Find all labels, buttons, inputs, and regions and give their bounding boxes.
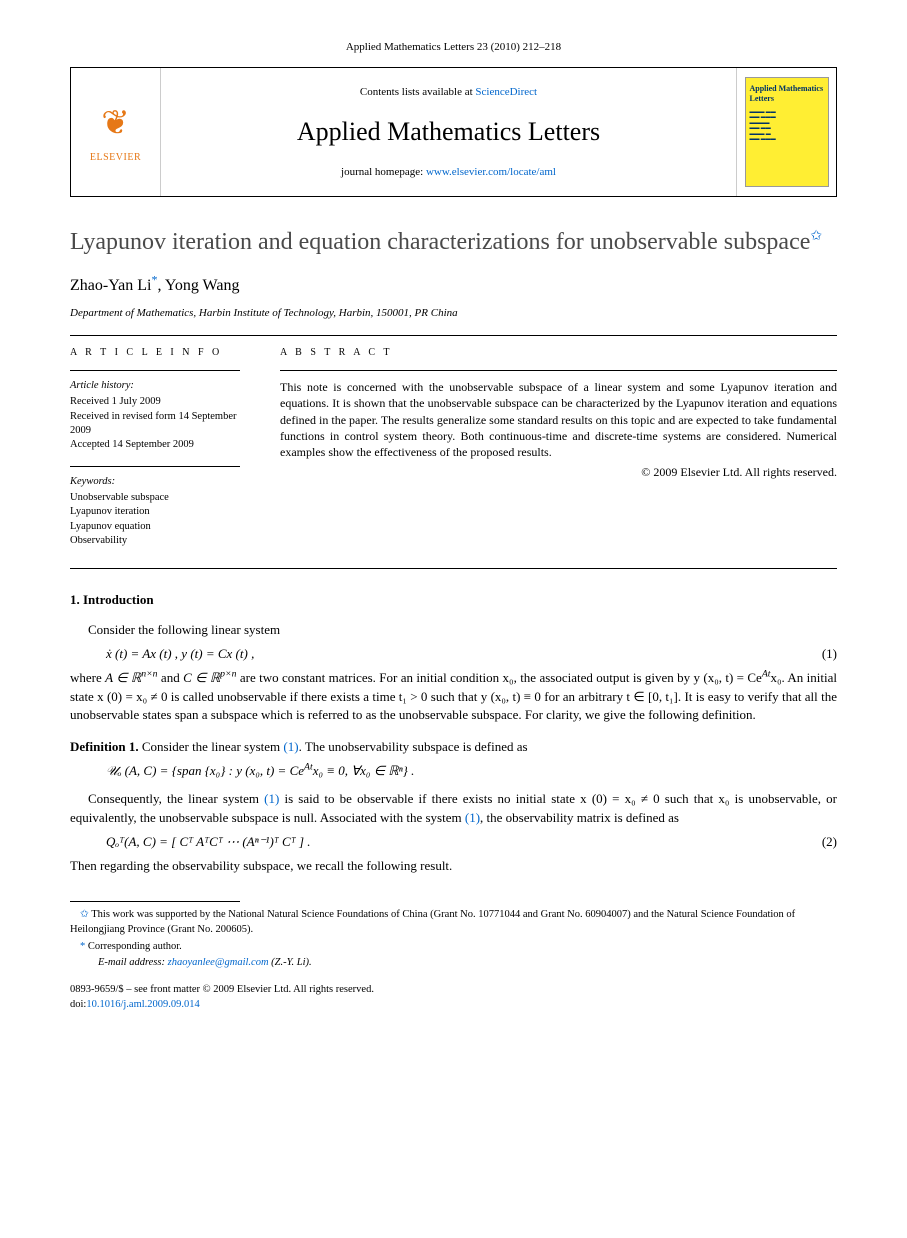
def1-eq: 𝒰ₒ (A, C) = {span {x₀} : y (x₀, t) = CeA… xyxy=(70,762,837,780)
section-1-heading: 1. Introduction xyxy=(70,591,837,609)
homepage-line: journal homepage: www.elsevier.com/locat… xyxy=(341,165,556,180)
banner-right: Applied Mathematics Letters ▬▬▬ ▬▬▬▬ ▬▬▬… xyxy=(736,68,836,196)
article-info-column: A R T I C L E I N F O Article history: R… xyxy=(70,336,280,562)
p2e: are two constant matrices. For an initia… xyxy=(236,670,761,685)
equation-1-number: (1) xyxy=(797,645,837,663)
def1-text2: . The unobservability subspace is define… xyxy=(299,739,528,754)
p3a: Consequently, the linear system xyxy=(88,791,264,806)
doi-prefix: doi: xyxy=(70,999,86,1010)
header-citation: Applied Mathematics Letters 23 (2010) 21… xyxy=(70,40,837,55)
keywords-label: Keywords: xyxy=(70,475,256,489)
doi-link[interactable]: 10.1016/j.aml.2009.09.014 xyxy=(86,999,199,1010)
email-link[interactable]: zhaoyanlee@gmail.com xyxy=(168,957,269,968)
p2b: A ∈ ℝ xyxy=(105,670,141,685)
p3-ref1[interactable]: (1) xyxy=(264,791,279,806)
p2c: and xyxy=(158,670,184,685)
abstract-rule xyxy=(280,370,837,371)
issn-line: 0893-9659/$ – see front matter © 2009 El… xyxy=(70,983,837,998)
intro-p1: Consider the following linear system xyxy=(70,621,837,639)
history-label: Article history: xyxy=(70,379,256,393)
info-abstract-row: A R T I C L E I N F O Article history: R… xyxy=(70,336,837,562)
footnote-funding: ✩ This work was supported by the Nationa… xyxy=(70,908,837,937)
info-rule-1 xyxy=(70,370,240,371)
article-title: Lyapunov iteration and equation characte… xyxy=(70,227,837,257)
body-text: Consider the following linear system ẋ (… xyxy=(70,621,837,875)
rule-bottom xyxy=(70,568,837,569)
title-footnote-symbol[interactable]: ✩ xyxy=(810,229,822,244)
article-history: Article history: Received 1 July 2009 Re… xyxy=(70,379,256,452)
banner-center: Contents lists available at ScienceDirec… xyxy=(161,68,736,196)
def1-text: Consider the linear system xyxy=(139,739,284,754)
abstract-text: This note is concerned with the unobserv… xyxy=(280,379,837,460)
keyword: Lyapunov iteration xyxy=(70,505,256,519)
p3c: , the observability matrix is defined as xyxy=(480,810,679,825)
p2d: C ∈ ℝ xyxy=(183,670,220,685)
journal-cover-thumbnail[interactable]: Applied Mathematics Letters ▬▬▬ ▬▬▬▬ ▬▬▬… xyxy=(745,77,829,187)
abstract-column: A B S T R A C T This note is concerned w… xyxy=(280,336,837,562)
publisher-name: ELSEVIER xyxy=(90,151,141,165)
def1-ref[interactable]: (1) xyxy=(283,739,298,754)
contents-prefix: Contents lists available at xyxy=(360,86,475,98)
footnote-email: E-mail address: zhaoyanlee@gmail.com (Z.… xyxy=(70,956,837,971)
homepage-prefix: journal homepage: xyxy=(341,166,426,178)
intro-p2: where A ∈ ℝn×n and C ∈ ℝp×n are two cons… xyxy=(70,669,837,724)
keyword: Lyapunov equation xyxy=(70,520,256,534)
equation-1-row: ẋ (t) = Ax (t) , y (t) = Cx (t) , (1) xyxy=(70,645,837,663)
history-item: Received in revised form 14 September 20… xyxy=(70,410,256,438)
p2a: where xyxy=(70,670,105,685)
history-item: Accepted 14 September 2009 xyxy=(70,438,256,452)
cover-title: Applied Mathematics Letters xyxy=(750,84,824,103)
homepage-link[interactable]: www.elsevier.com/locate/aml xyxy=(426,166,556,178)
author-rest: , Yong Wang xyxy=(157,277,239,294)
corr-text: Corresponding author. xyxy=(85,941,182,952)
keyword: Unobservable subspace xyxy=(70,491,256,505)
keyword: Observability xyxy=(70,534,256,548)
abstract-copyright: © 2009 Elsevier Ltd. All rights reserved… xyxy=(280,464,837,481)
equation-2: Qₒᵀ(A, C) = [ Cᵀ AᵀCᵀ ⋯ (Aⁿ⁻¹)ᵀ Cᵀ ] . xyxy=(70,833,797,851)
p3: Consequently, the linear system (1) is s… xyxy=(70,790,837,826)
funding-symbol: ✩ xyxy=(80,909,89,920)
equation-2-row: Qₒᵀ(A, C) = [ Cᵀ AᵀCᵀ ⋯ (Aⁿ⁻¹)ᵀ Cᵀ ] . (… xyxy=(70,833,837,851)
journal-name: Applied Mathematics Letters xyxy=(297,114,600,150)
definition-1: Definition 1. Consider the linear system… xyxy=(70,738,837,780)
title-text: Lyapunov iteration and equation characte… xyxy=(70,229,810,255)
author-1[interactable]: Zhao-Yan Li xyxy=(70,277,151,294)
footer: 0893-9659/$ – see front matter © 2009 El… xyxy=(70,983,837,1012)
article-info-heading: A R T I C L E I N F O xyxy=(70,346,256,360)
email-label: E-mail address: xyxy=(98,957,168,968)
footnote-rule xyxy=(70,901,240,902)
publisher-logo[interactable]: ❦ ELSEVIER xyxy=(71,68,161,196)
sciencedirect-link[interactable]: ScienceDirect xyxy=(475,86,537,98)
journal-banner: ❦ ELSEVIER Contents lists available at S… xyxy=(70,67,837,197)
definition-1-label: Definition 1. xyxy=(70,739,139,754)
def1-eq-a: 𝒰ₒ (A, C) = {span {x₀} : y (x₀, t) = Ce xyxy=(106,763,304,778)
elsevier-tree-icon: ❦ xyxy=(101,100,130,148)
funding-text: This work was supported by the National … xyxy=(70,909,795,935)
abstract-heading: A B S T R A C T xyxy=(280,346,837,360)
equation-1: ẋ (t) = Ax (t) , y (t) = Cx (t) , xyxy=(70,645,797,663)
info-rule-2 xyxy=(70,466,240,467)
contents-line: Contents lists available at ScienceDirec… xyxy=(360,85,537,100)
p3-ref2[interactable]: (1) xyxy=(465,810,480,825)
history-item: Received 1 July 2009 xyxy=(70,395,256,409)
authors: Zhao-Yan Li*, Yong Wang xyxy=(70,275,837,297)
definition-1-equation: 𝒰ₒ (A, C) = {span {x₀} : y (x₀, t) = CeA… xyxy=(70,762,837,780)
email-suffix: (Z.-Y. Li). xyxy=(269,957,312,968)
cover-filler: ▬▬▬ ▬▬▬▬ ▬▬▬▬▬▬▬▬▬ ▬▬▬▬▬ ▬▬▬ ▬▬▬ xyxy=(750,110,824,143)
footnote-corresponding: * Corresponding author. xyxy=(70,940,837,955)
equation-2-number: (2) xyxy=(797,833,837,851)
affiliation: Department of Mathematics, Harbin Instit… xyxy=(70,306,837,321)
keywords-block: Keywords: Unobservable subspace Lyapunov… xyxy=(70,475,256,548)
doi-line: doi:10.1016/j.aml.2009.09.014 xyxy=(70,998,837,1013)
def1-eq-b: x₀ ≡ 0, ∀x₀ ∈ ℝⁿ} . xyxy=(313,763,415,778)
footnotes: ✩ This work was supported by the Nationa… xyxy=(70,901,837,971)
p4: Then regarding the observability subspac… xyxy=(70,857,837,875)
